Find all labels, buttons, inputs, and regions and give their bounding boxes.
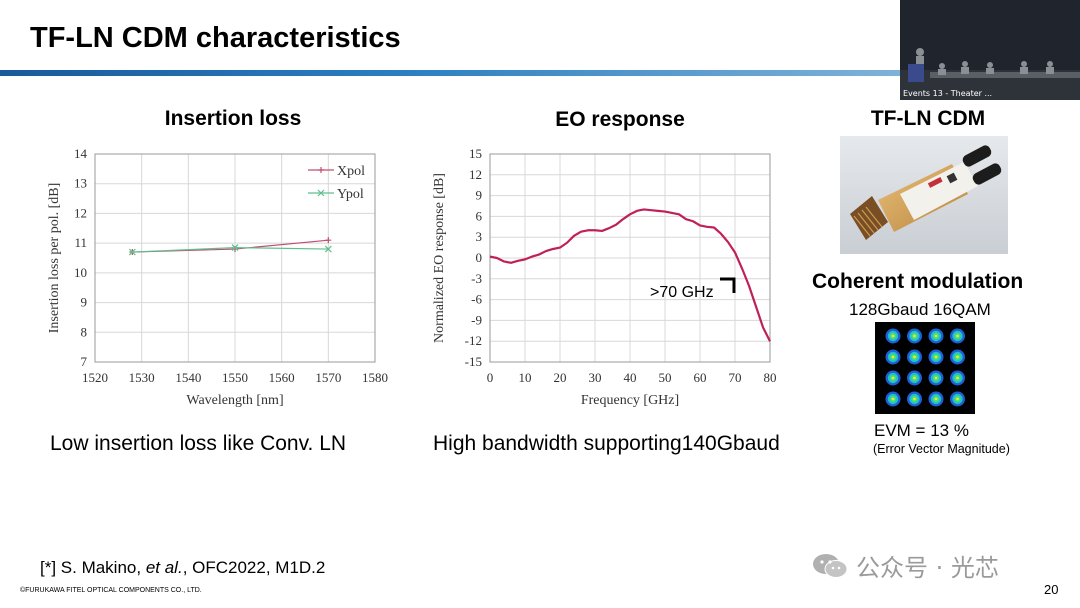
xpol-point [325, 237, 332, 244]
evm-note: (Error Vector Magnitude) [873, 442, 1010, 456]
y-tick-label: 13 [74, 176, 87, 191]
y-tick-label: 6 [476, 208, 483, 223]
ypol-point [128, 248, 136, 256]
ypol-point [324, 245, 332, 253]
x-tick-label: 50 [659, 370, 672, 385]
ypol-point [231, 244, 239, 252]
y-tick-label: 14 [74, 146, 88, 161]
eo-response-chart: 0 10 20 30 40 50 60 70 8015129630-3-6-9-12-15Fre… [432, 146, 777, 408]
y-tick-label: -6 [471, 292, 482, 307]
x-tick-label: 1560 [269, 370, 295, 385]
legend-marker [318, 167, 324, 173]
constellation-point-center [934, 334, 938, 338]
constellation-point-center [956, 355, 959, 359]
constellation-point-center [913, 355, 916, 359]
constellation-point-center [934, 355, 938, 359]
eo-response-caption: High bandwidth supporting140Gbaud [433, 432, 780, 455]
constellation-point-center [934, 376, 938, 380]
y-tick-label: 12 [469, 167, 482, 182]
x-tick-label: 80 [764, 370, 777, 385]
constellation-diagram [875, 322, 975, 414]
y-tick-label: 8 [81, 324, 88, 339]
product-photo [840, 136, 1008, 254]
cdm-title: TF-LN CDM [870, 107, 986, 130]
y-tick-label: 7 [81, 354, 88, 369]
x-tick-label: 70 [729, 370, 742, 385]
constellation-point-center [956, 397, 959, 401]
y-axis-label: Insertion loss per pol. [dB] [47, 183, 62, 333]
corner-bracket-icon [720, 277, 736, 293]
y-tick-label: 15 [469, 146, 482, 161]
modulation-title: Coherent modulation [812, 270, 1024, 293]
x-tick-label: 1540 [175, 370, 201, 385]
constellation-point-center [891, 334, 895, 338]
constellation-point-center [891, 355, 895, 359]
eo-response-title: EO response [555, 108, 685, 131]
legend-marker [317, 189, 325, 197]
modulation-format: 128Gbaud 16QAM [849, 300, 991, 319]
eo-response-curve [489, 208, 771, 342]
reference: [*] S. Makino, et al., OFC2022, M1D.2 [40, 558, 325, 578]
reference-prefix: [*] S. Makino, [40, 558, 146, 577]
insertion-loss-title: Insertion loss [164, 107, 302, 130]
constellation-point-center [913, 334, 916, 338]
plot-frame [94, 153, 376, 363]
constellation-point-center [891, 397, 895, 401]
constellation-point-center [891, 376, 895, 380]
x-tick-label: 20 [554, 370, 567, 385]
y-tick-label: -3 [471, 271, 482, 286]
y-tick-label: -9 [471, 312, 482, 327]
y-tick-label: 9 [81, 295, 88, 310]
x-tick-label: 0 [487, 370, 494, 385]
constellation-point-center [934, 397, 938, 401]
insertion-loss-chart: 1520 1530 1540 1550 1560 1570 1580 7 8 9 10 11 12 13 1… [47, 146, 388, 408]
insertion-loss-caption: Low insertion loss like Conv. LN [50, 432, 347, 455]
title-rule [0, 70, 900, 76]
constellation-point-center [956, 376, 959, 380]
video-inset[interactable]: Events 13 - Theater ... [900, 0, 1080, 100]
x-tick-label: 1520 [82, 370, 108, 385]
y-tick-label: 10 [74, 265, 87, 280]
x-tick-label: 1580 [362, 370, 388, 385]
legend-label: Ypol [337, 187, 364, 202]
x-tick-label: 1550 [222, 370, 248, 385]
x-axis-label: Wavelength [nm] [186, 393, 283, 408]
copyright-footer: ©FURUKAWA FITEL OPTICAL COMPONENTS CO., … [20, 587, 202, 594]
watermark-text: 公众号 · 光芯 [856, 554, 999, 582]
video-label: Events 13 - Theater ... [903, 89, 993, 98]
constellation-point-center [956, 334, 959, 338]
y-tick-label: 3 [476, 229, 483, 244]
y-tick-label: 11 [74, 235, 87, 250]
slide-title: TF-LN CDM characteristics [30, 22, 401, 54]
legend-label: Xpol [337, 164, 365, 179]
watermark: 公众号 · 光芯 [812, 548, 999, 583]
y-tick-label: -15 [465, 354, 482, 369]
y-tick-label: 12 [74, 205, 87, 220]
plot-frame [489, 153, 771, 363]
constellation-point-center [913, 397, 916, 401]
y-tick-label: 0 [476, 250, 483, 265]
reference-suffix: , OFC2022, M1D.2 [182, 558, 326, 577]
constellation-point-center [913, 376, 916, 380]
x-tick-label: 30 [589, 370, 602, 385]
reference-italic: et al. [145, 558, 183, 577]
x-tick-label: 40 [624, 370, 637, 385]
page-number: 20 [1044, 582, 1059, 597]
x-axis-label: Frequency [GHz] [581, 393, 679, 408]
bandwidth-annotation: >70 GHz [650, 284, 714, 301]
x-tick-label: 1570 [315, 370, 341, 385]
x-tick-label: 10 [519, 370, 532, 385]
evm-value: EVM = 13 % [874, 421, 969, 440]
y-tick-label: 9 [476, 188, 483, 203]
x-tick-label: 1530 [129, 370, 155, 385]
x-tick-label: 60 [694, 370, 707, 385]
wechat-icon [813, 553, 848, 578]
y-axis-label: Normalized EO response [dB] [432, 173, 447, 343]
conference-video-icon [900, 0, 1080, 100]
y-tick-label: -12 [465, 333, 482, 348]
